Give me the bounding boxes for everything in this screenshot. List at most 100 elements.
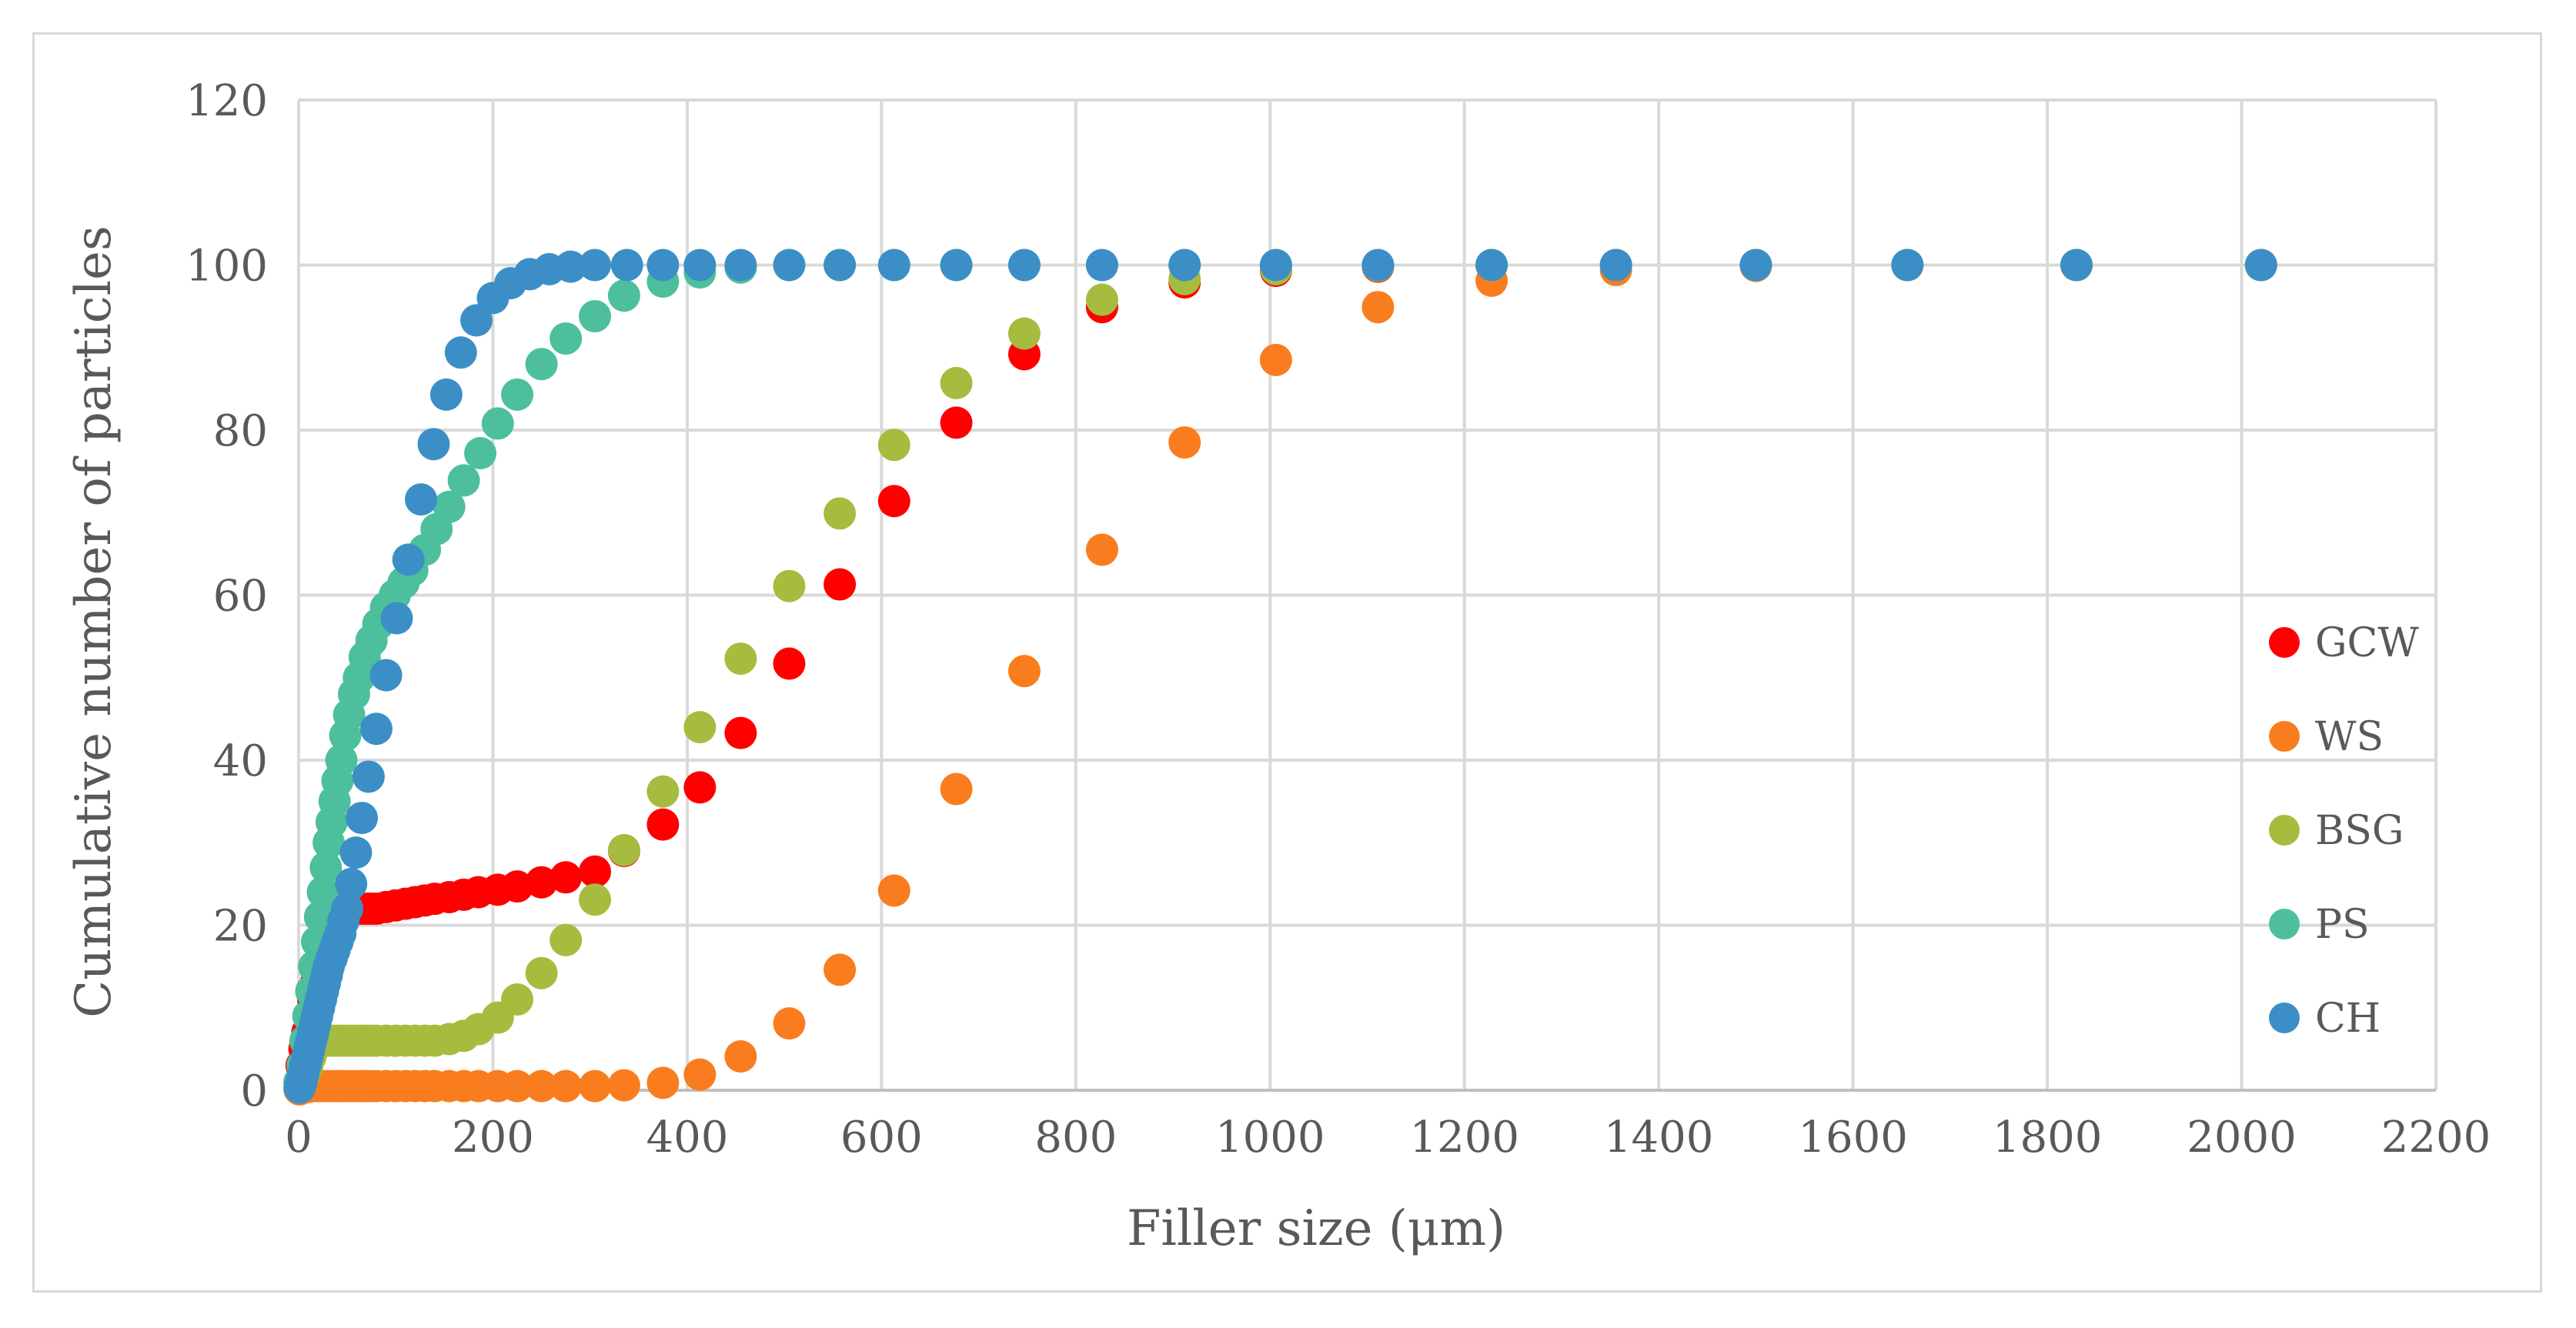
x-tick-label: 1600	[1798, 1113, 1908, 1163]
x-tick-label: 600	[840, 1113, 923, 1163]
data-point	[447, 464, 480, 497]
data-point	[1085, 533, 1118, 566]
data-point	[550, 861, 583, 894]
data-point	[417, 428, 450, 461]
data-point	[610, 249, 643, 282]
data-point	[1259, 249, 1292, 282]
y-tick-label: 100	[185, 242, 268, 292]
data-point	[578, 299, 611, 332]
data-point	[940, 249, 973, 282]
data-point	[647, 249, 680, 282]
data-point	[352, 760, 385, 793]
data-point	[554, 250, 587, 283]
y-tick-label: 60	[213, 572, 268, 622]
data-point	[501, 870, 534, 903]
data-point	[877, 485, 910, 518]
data-point	[309, 851, 342, 884]
data-point	[525, 1069, 558, 1103]
data-points	[283, 249, 2277, 1106]
scatter-chart: 0 200 400 600 800 1000 1200 1400 1600 1800 2000 220…	[65, 76, 2491, 1257]
data-point	[1891, 249, 1924, 282]
data-point	[433, 490, 466, 523]
data-point	[724, 249, 757, 282]
x-tick-label: 2000	[2187, 1113, 2297, 1163]
data-point	[578, 883, 611, 916]
y-tick-label: 120	[185, 76, 268, 126]
data-point	[940, 366, 973, 399]
x-axis-title: Filler size (μm)	[1127, 1200, 1505, 1257]
data-point	[607, 833, 640, 866]
data-point	[683, 1058, 717, 1091]
data-point	[607, 1069, 640, 1102]
data-point	[1085, 249, 1118, 282]
data-point	[1259, 343, 1292, 376]
data-point	[525, 348, 558, 381]
data-point	[369, 659, 403, 692]
legend-label: CH	[2315, 996, 2381, 1042]
data-point	[773, 1007, 806, 1040]
data-point	[578, 249, 611, 282]
data-point	[683, 711, 717, 744]
series-ws	[283, 249, 2277, 1106]
legend-marker-bsg	[2269, 815, 2300, 846]
data-point	[824, 953, 857, 986]
series-bsg	[283, 249, 2277, 1103]
data-point	[683, 249, 717, 282]
series-ch	[283, 249, 2277, 1104]
data-point	[459, 304, 493, 337]
data-point	[1362, 291, 1395, 324]
data-point	[940, 772, 973, 806]
data-point	[501, 378, 534, 411]
data-point	[1362, 249, 1395, 282]
y-tick-label: 20	[213, 902, 268, 952]
data-point	[773, 569, 806, 602]
data-point	[501, 1069, 534, 1103]
data-point	[2060, 249, 2093, 282]
tick-labels: 0 200 400 600 800 1000 1200 1400 1600 1800 2000 220…	[185, 76, 2491, 1163]
legend-marker-gcw	[2269, 627, 2300, 658]
legend-marker-ps	[2269, 909, 2300, 939]
data-point	[2244, 249, 2277, 282]
data-point	[525, 866, 558, 899]
x-tick-label: 0	[285, 1113, 312, 1163]
data-point	[335, 867, 368, 900]
data-point	[525, 956, 558, 989]
data-point	[444, 336, 477, 369]
data-point	[1168, 249, 1201, 282]
data-point	[331, 893, 364, 926]
x-tick-label: 1000	[1215, 1113, 1325, 1163]
data-point	[1007, 317, 1041, 350]
legend-marker-ws	[2269, 721, 2300, 752]
legend-label: BSG	[2315, 808, 2404, 854]
data-point	[824, 497, 857, 530]
data-point	[1475, 249, 1509, 282]
data-point	[724, 1040, 757, 1073]
series-gcw	[283, 249, 2277, 1099]
data-point	[647, 1066, 680, 1099]
series-ps	[283, 249, 2277, 1099]
data-point	[877, 429, 910, 462]
data-point	[607, 279, 640, 312]
data-point	[339, 836, 373, 869]
data-point	[647, 808, 680, 841]
x-tick-label: 1800	[1993, 1113, 2103, 1163]
data-point	[405, 483, 438, 516]
data-point	[1168, 426, 1201, 459]
legend-label: GCW	[2315, 620, 2419, 666]
data-point	[1007, 655, 1041, 688]
data-point	[1007, 249, 1041, 282]
chart-frame: 0 200 400 600 800 1000 1200 1400 1600 1800 2000 220…	[32, 32, 2542, 1293]
data-point	[724, 716, 757, 749]
y-tick-label: 80	[213, 406, 268, 456]
data-point	[647, 775, 680, 808]
data-point	[578, 855, 611, 888]
data-point	[1599, 249, 1632, 282]
data-point	[773, 647, 806, 680]
y-tick-label: 0	[240, 1066, 268, 1116]
data-point	[550, 322, 583, 355]
data-point	[359, 712, 393, 746]
data-point	[501, 983, 534, 1016]
x-tick-label: 800	[1034, 1113, 1117, 1163]
x-tick-label: 1200	[1409, 1113, 1519, 1163]
data-point	[380, 602, 413, 635]
